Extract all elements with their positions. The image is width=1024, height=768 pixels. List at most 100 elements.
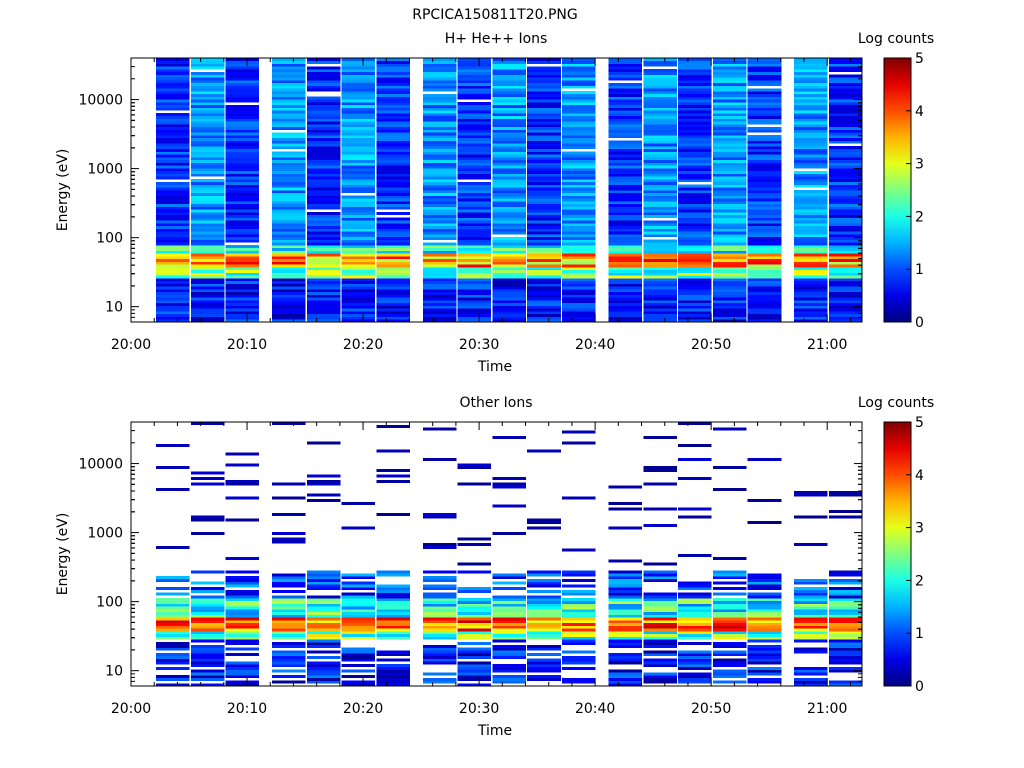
heatmap-cell (422, 74, 457, 78)
heatmap-cell (376, 198, 410, 202)
heatmap-cell (492, 168, 526, 172)
heatmap-cell (422, 137, 457, 141)
heatmap-cell (712, 234, 747, 238)
heatmap-cell (643, 294, 677, 298)
y-tick-label: 10000 (78, 457, 123, 473)
heatmap-cell (457, 214, 492, 218)
heatmap-cell (794, 88, 828, 92)
heatmap-cell (155, 636, 190, 640)
heatmap-cell (678, 93, 712, 97)
heatmap-cell (712, 124, 747, 128)
heatmap-cell (492, 66, 526, 70)
heatmap-cell (712, 297, 747, 301)
heatmap-cell (678, 203, 712, 207)
heatmap-cell (562, 600, 596, 604)
heatmap-cell (828, 113, 862, 117)
heatmap-cell (341, 69, 376, 73)
heatmap-cell (643, 578, 677, 582)
heatmap-cell (225, 212, 260, 216)
heatmap-cell (457, 675, 492, 679)
heatmap-cell (492, 581, 526, 585)
heatmap-cell (527, 198, 561, 202)
heatmap-cell (272, 540, 306, 544)
heatmap-cell (306, 66, 341, 70)
heatmap-cell (155, 256, 190, 260)
heatmap-cell (747, 264, 782, 268)
heatmap-cell (712, 272, 747, 276)
heatmap-cell (747, 677, 782, 681)
heatmap-cell (562, 176, 596, 180)
heatmap-cell (306, 214, 341, 218)
heatmap-cell (341, 214, 376, 218)
heatmap-cell (422, 170, 457, 174)
ylabel-other: Energy (eV) (55, 513, 71, 596)
heatmap-cell (376, 190, 410, 194)
heatmap-cell (794, 71, 828, 75)
heatmap-cell (155, 102, 190, 106)
heatmap-cell (457, 256, 492, 260)
heatmap-cell (190, 664, 225, 668)
heatmap-cell (643, 628, 677, 632)
heatmap-cell (562, 584, 596, 588)
heatmap-cell (190, 294, 225, 298)
heatmap-cell (678, 666, 712, 670)
heatmap-cell (608, 600, 643, 604)
heatmap-cell (828, 170, 862, 174)
heatmap-cell (678, 223, 712, 227)
heatmap-cell (678, 242, 712, 246)
heatmap-cell (747, 148, 782, 152)
heatmap-cell (712, 650, 747, 654)
heatmap-cell (747, 66, 782, 70)
heatmap-cell (492, 253, 526, 257)
heatmap-cell (562, 578, 596, 582)
heatmap-cell (562, 66, 596, 70)
heatmap-cell (678, 631, 712, 635)
heatmap-cell (643, 253, 677, 257)
heatmap-cell (225, 173, 260, 177)
heatmap-cell (747, 157, 782, 161)
heatmap-cell (828, 647, 862, 651)
heatmap-cell (712, 231, 747, 235)
colorbar-tick-label: 2 (915, 573, 924, 589)
heatmap-cell (794, 63, 828, 67)
heatmap-cell (562, 275, 596, 279)
heatmap-cell (376, 603, 410, 607)
heatmap-cell (678, 212, 712, 216)
heatmap-cell (190, 113, 225, 117)
heatmap-cell (643, 203, 677, 207)
heatmap-cell (457, 96, 492, 100)
heatmap-cell (492, 157, 526, 161)
heatmap-cell (457, 302, 492, 306)
heatmap-cell (306, 162, 341, 166)
heatmap-cell (306, 283, 341, 287)
heatmap-cell (828, 69, 862, 73)
heatmap-cell (306, 316, 341, 320)
heatmap-cell (492, 220, 526, 224)
heatmap-cell (225, 195, 260, 199)
heatmap-cell (341, 286, 376, 290)
heatmap-cell (376, 77, 410, 81)
heatmap-cell (712, 71, 747, 75)
heatmap-cell (225, 250, 260, 254)
heatmap-cell (306, 609, 341, 613)
heatmap-cell (225, 592, 260, 596)
heatmap-cell (155, 647, 190, 651)
heatmap-cell (492, 225, 526, 229)
heatmap-cell (492, 217, 526, 221)
heatmap-cell (376, 187, 410, 191)
heatmap-cell (828, 286, 862, 290)
heatmap-cell (190, 636, 225, 640)
heatmap-cell (794, 316, 828, 320)
heatmap-cell (376, 165, 410, 169)
heatmap-cell (341, 190, 376, 194)
heatmap-cell (422, 650, 457, 654)
heatmap-cell (643, 316, 677, 320)
heatmap-cell (225, 308, 260, 312)
heatmap-cell (678, 269, 712, 273)
heatmap-cell (527, 675, 561, 679)
heatmap-cell (376, 159, 410, 163)
heatmap-cell (562, 170, 596, 174)
heatmap-cell (341, 313, 376, 317)
heatmap-cell (341, 680, 376, 684)
heatmap-cell (643, 603, 677, 607)
